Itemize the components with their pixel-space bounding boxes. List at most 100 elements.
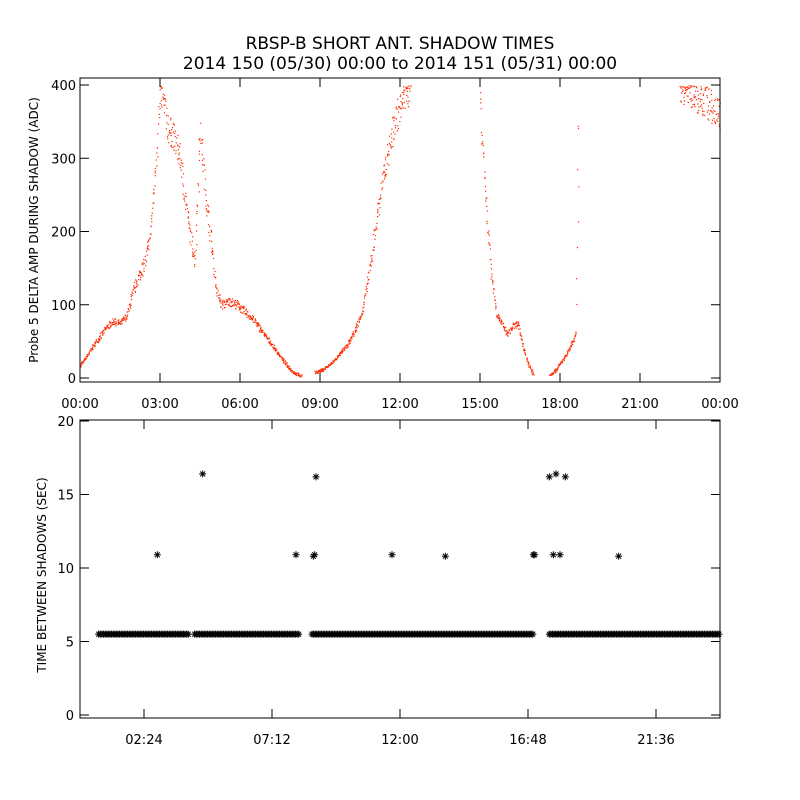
top-data-point <box>718 105 720 107</box>
top-data-point <box>164 98 167 100</box>
top-data-point <box>297 375 299 377</box>
top-data-point <box>511 327 513 330</box>
top-data-point <box>555 369 557 371</box>
top-data-point <box>689 92 691 94</box>
top-data-point <box>374 238 376 240</box>
top-data-point <box>702 113 704 115</box>
top-data-point <box>517 321 519 323</box>
top-data-point <box>145 265 147 267</box>
top-data-point <box>516 325 518 327</box>
top-data-point <box>189 228 191 230</box>
top-data-point <box>112 318 114 320</box>
top-data-point <box>233 305 235 307</box>
top-data-point <box>195 224 198 226</box>
top-data-point <box>137 274 140 276</box>
top-data-point <box>245 312 247 314</box>
top-data-point <box>111 324 113 326</box>
outlier-point <box>312 473 320 481</box>
top-data-point <box>112 321 115 323</box>
top-data-point <box>355 329 357 331</box>
top-data-point <box>388 135 391 137</box>
top-data-point <box>384 176 386 178</box>
top-data-point <box>242 306 244 308</box>
top-data-point <box>97 341 99 344</box>
top-data-point <box>112 323 115 326</box>
top-data-point <box>382 181 384 183</box>
top-data-point <box>484 177 486 179</box>
top-data-point <box>197 183 199 185</box>
top-data-point <box>532 373 534 375</box>
top-data-point <box>373 249 375 251</box>
top-data-point <box>173 149 175 151</box>
top-data-point <box>369 264 371 266</box>
top-data-point <box>261 330 263 332</box>
top-data-point <box>713 117 715 120</box>
top-data-point <box>252 317 254 319</box>
top-data-point <box>507 331 509 333</box>
top-data-point <box>299 374 301 376</box>
top-data-point <box>361 312 363 314</box>
top-data-point <box>301 375 303 377</box>
top-data-point <box>129 303 131 305</box>
top-data-point <box>83 361 85 363</box>
top-data-point <box>563 357 565 360</box>
top-data-point <box>294 373 296 375</box>
top-data-point <box>89 350 91 352</box>
top-data-point <box>120 321 122 323</box>
top-data-point <box>686 88 688 91</box>
top-data-points <box>79 85 721 378</box>
top-data-point <box>498 320 501 322</box>
top-data-point <box>395 107 397 109</box>
top-data-point <box>401 107 403 109</box>
top-data-point <box>222 308 224 310</box>
top-data-point <box>226 301 228 303</box>
top-data-point <box>345 347 347 349</box>
top-data-point <box>287 366 289 369</box>
top-data-point <box>398 106 400 108</box>
top-data-point <box>520 338 522 340</box>
top-data-point <box>524 349 526 351</box>
top-data-point <box>361 314 363 316</box>
top-data-point <box>368 272 370 274</box>
top-data-point <box>186 204 188 206</box>
top-data-point <box>717 113 720 115</box>
top-data-point <box>410 85 412 87</box>
top-data-point <box>211 231 213 233</box>
top-data-point <box>251 318 253 320</box>
top-data-point <box>392 117 394 119</box>
top-data-point <box>235 300 237 302</box>
top-data-point <box>301 374 303 376</box>
top-data-point <box>256 325 258 327</box>
top-data-point <box>160 87 162 89</box>
top-data-point <box>106 324 108 326</box>
baseline-point <box>295 630 303 638</box>
top-data-point <box>129 306 131 308</box>
top-data-point <box>518 325 521 327</box>
top-data-point <box>697 98 700 100</box>
top-data-point <box>257 323 259 325</box>
top-data-point <box>267 337 269 339</box>
top-data-point <box>371 260 374 262</box>
top-data-point <box>282 357 284 360</box>
top-data-point <box>198 153 201 155</box>
top-data-point <box>170 145 172 147</box>
top-y-tick-label: 300 <box>51 152 76 167</box>
top-data-point <box>167 123 169 125</box>
top-data-point <box>495 303 497 305</box>
top-data-point <box>246 311 248 313</box>
top-data-point <box>349 339 351 341</box>
top-data-point <box>569 349 571 351</box>
top-data-point <box>705 87 707 89</box>
top-data-point <box>486 197 488 199</box>
top-data-point <box>569 348 571 350</box>
top-data-point <box>498 316 500 318</box>
top-data-point <box>214 270 216 272</box>
top-data-point <box>510 328 512 330</box>
top-data-point <box>698 106 700 108</box>
top-data-point <box>121 318 123 320</box>
top-data-point <box>258 323 260 326</box>
top-data-point <box>260 329 262 331</box>
top-data-point <box>373 246 375 248</box>
top-data-point <box>687 95 689 97</box>
top-data-point <box>102 333 104 336</box>
